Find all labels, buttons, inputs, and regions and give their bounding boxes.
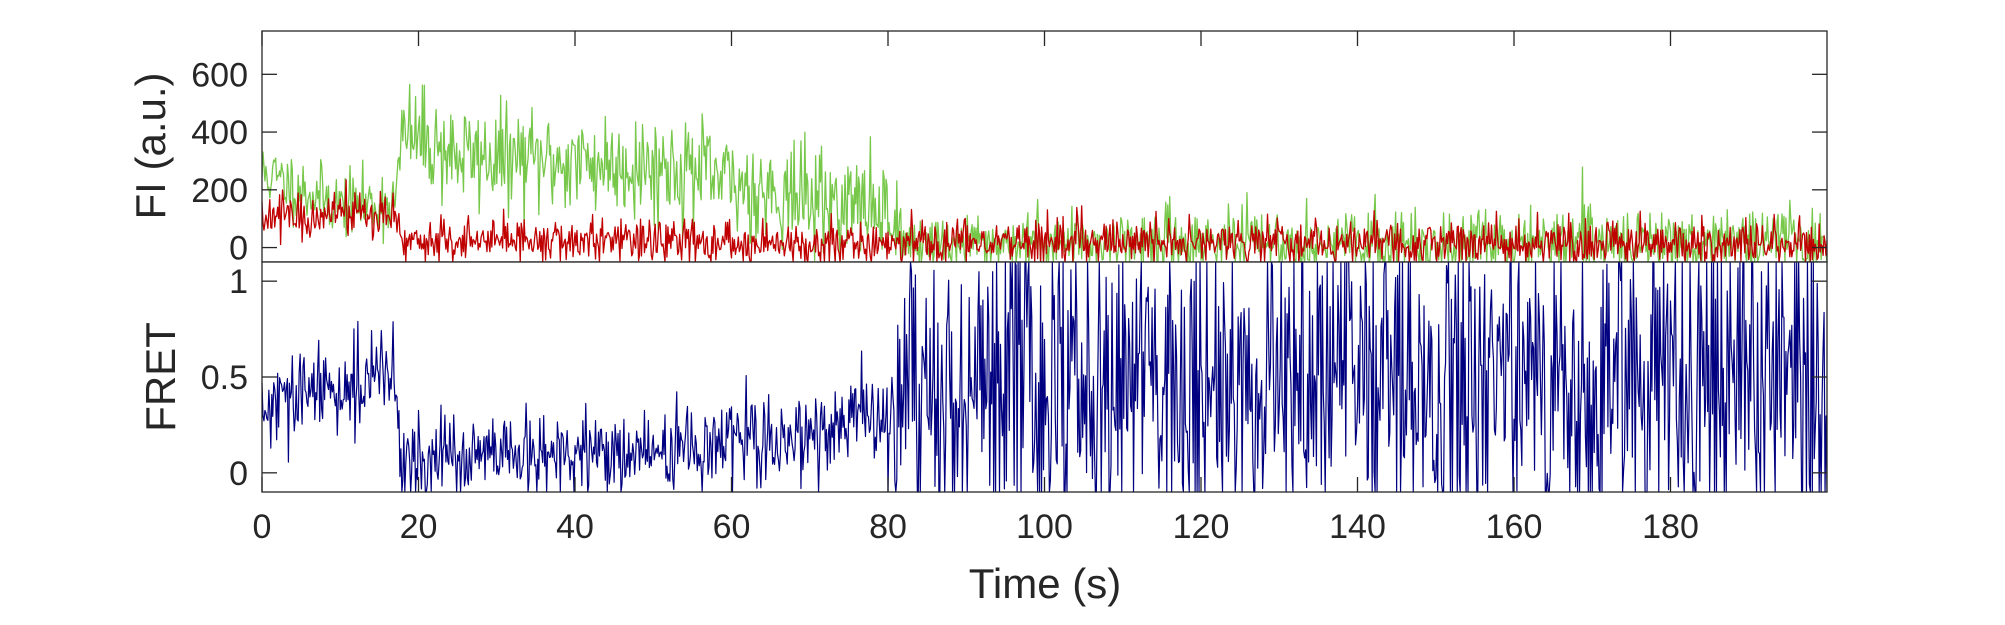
y-tick-label: 600 <box>191 56 248 94</box>
y-tick-label: 400 <box>191 114 248 152</box>
x-tick-label: 40 <box>556 508 594 546</box>
fret-panel: 00.51 0 20 40 60 80 100 120 140 160 180 FRET Time… <box>137 261 1828 607</box>
x-tick-label: 160 <box>1486 508 1543 546</box>
x-tick-label: 100 <box>1016 508 1073 546</box>
y-tick-label: 0.5 <box>201 359 248 397</box>
series-line-1-0 <box>261 261 1828 493</box>
y-tick-label: 1 <box>229 263 248 301</box>
series-line-0-1 <box>261 179 1828 263</box>
x-tick-label: 140 <box>1329 508 1386 546</box>
time-x-ticks: 0 20 40 60 80 100 120 140 160 180 <box>253 477 1699 546</box>
x-tick-label: 20 <box>400 508 438 546</box>
fret-y-axis-label: FRET <box>137 322 184 432</box>
x-tick-label: 0 <box>253 508 272 546</box>
y-tick-label: 0 <box>229 455 248 493</box>
fluorescence-y-axis-label: FI (a.u.) <box>127 72 174 219</box>
y-tick-label: 0 <box>229 230 248 268</box>
time-x-axis-label: Time (s) <box>969 560 1121 607</box>
x-tick-label: 120 <box>1173 508 1230 546</box>
x-tick-label: 180 <box>1642 508 1699 546</box>
fluorescence-y-ticks: 0 200 400 600 <box>191 31 1827 268</box>
fluorescence-panel: 0 200 400 600 FI (a.u.) <box>127 30 1828 268</box>
x-tick-label: 80 <box>869 508 907 546</box>
x-tick-label: 60 <box>713 508 751 546</box>
fret-axes-frame <box>261 261 1828 493</box>
fret-series-group <box>261 261 1828 493</box>
fret-y-ticks: 00.51 <box>201 263 1827 493</box>
y-tick-label: 200 <box>191 172 248 210</box>
fluorescence-series-group <box>261 83 1828 263</box>
